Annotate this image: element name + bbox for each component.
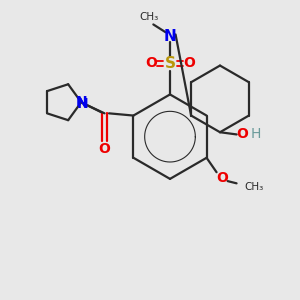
- Text: CH₃: CH₃: [244, 182, 264, 192]
- Text: CH₃: CH₃: [139, 12, 158, 22]
- Text: S: S: [164, 56, 175, 71]
- Text: H: H: [250, 128, 261, 141]
- Text: O: O: [145, 56, 157, 70]
- Text: N: N: [164, 29, 176, 44]
- Text: N: N: [76, 98, 88, 111]
- Text: N: N: [75, 95, 87, 109]
- Text: O: O: [99, 142, 110, 156]
- Text: O: O: [183, 56, 195, 70]
- Text: O: O: [236, 128, 248, 141]
- Text: O: O: [216, 171, 228, 185]
